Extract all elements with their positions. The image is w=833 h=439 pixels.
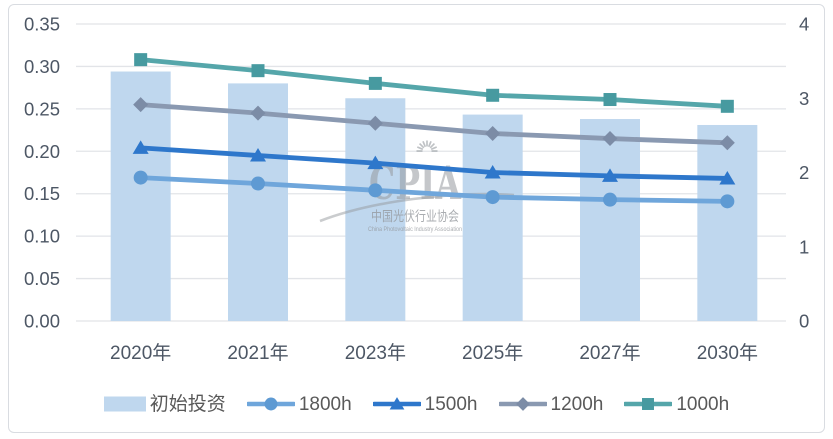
bar-2025年 bbox=[462, 114, 523, 322]
line-1200h bbox=[138, 102, 730, 146]
left-axis-tick: 0.30 bbox=[24, 56, 60, 77]
diamond-marker-1200h-2021年 bbox=[250, 105, 266, 121]
circle-marker-1800h-2021年 bbox=[251, 176, 265, 191]
bar-2021年 bbox=[228, 83, 288, 322]
legend-item-初始投资: 初始投资 bbox=[103, 393, 226, 415]
x-axis-label: 2023年 bbox=[345, 342, 406, 364]
right-axis-tick: 2 bbox=[799, 162, 809, 183]
legend-label: 1000h bbox=[676, 393, 730, 415]
x-axis-label: 2021年 bbox=[227, 342, 288, 364]
diamond-marker-legend-1200h bbox=[515, 397, 530, 411]
square-marker-1000h-2020年 bbox=[134, 53, 148, 67]
triangle-legend-icon bbox=[372, 397, 421, 410]
square-legend-icon bbox=[624, 398, 673, 410]
left-axis-tick: 0.35 bbox=[24, 14, 60, 35]
x-axis-label: 2030年 bbox=[697, 342, 758, 364]
triangle-marker-legend-1500h bbox=[389, 397, 405, 410]
x-axis-label: 2027年 bbox=[579, 342, 640, 364]
sun-rays-icon bbox=[429, 142, 436, 149]
right-axis-tick: 1 bbox=[799, 236, 809, 257]
legend-item-1000h: 1000h bbox=[624, 395, 729, 414]
bar-swatch-icon bbox=[103, 396, 146, 412]
circle-legend-icon bbox=[246, 397, 295, 411]
triangle-marker-1500h-2027年 bbox=[602, 168, 618, 182]
left-axis-tick: 0.00 bbox=[24, 311, 60, 332]
triangle-marker-1500h-2025年 bbox=[484, 165, 501, 179]
diamond-marker-1200h-2025年 bbox=[485, 125, 501, 141]
right-axis-tick: 0 bbox=[799, 311, 809, 332]
left-axis-tick: 0.15 bbox=[24, 183, 60, 204]
sun-rays-icon bbox=[418, 142, 425, 149]
line-1000h bbox=[138, 57, 730, 109]
left-axis-tick: 0.10 bbox=[24, 226, 60, 247]
legend-label: 1800h bbox=[298, 393, 352, 415]
circle-marker-legend-1800h bbox=[264, 397, 278, 411]
triangle-marker-1500h-2020年 bbox=[132, 140, 149, 154]
square-marker-1000h-2021年 bbox=[251, 64, 265, 78]
bar-2027年 bbox=[580, 119, 640, 321]
circle-marker-1800h-2023年 bbox=[368, 183, 383, 198]
legend-item-1500h: 1500h bbox=[372, 393, 478, 415]
watermark-cn-name: 中国光伏行业协会 bbox=[371, 209, 459, 224]
legend-item-1800h: 1800h bbox=[246, 393, 352, 415]
sun-rays-icon bbox=[427, 140, 432, 148]
diamond-marker-1200h-2027年 bbox=[602, 131, 618, 147]
diamond-legend-icon bbox=[498, 397, 547, 411]
square-marker-legend-1000h bbox=[642, 398, 655, 410]
left-axis-tick: 0.20 bbox=[24, 141, 60, 162]
triangle-marker-1500h-2023年 bbox=[367, 155, 384, 170]
square-marker-1000h-2030年 bbox=[720, 99, 734, 113]
chart-legend: 初始投资 1800h 1500h 1200h 1000h bbox=[0, 388, 833, 420]
watermark-en-name: China Photovoltaic Industry Association bbox=[368, 226, 462, 233]
circle-marker-1800h-2030年 bbox=[720, 194, 735, 209]
left-axis-tick: 0.25 bbox=[24, 98, 60, 119]
square-marker-1000h-2025年 bbox=[486, 88, 500, 102]
sun-rays-icon bbox=[416, 146, 424, 151]
bar-2030年 bbox=[697, 124, 758, 321]
diamond-marker-1200h-2030年 bbox=[719, 135, 735, 151]
square-marker-1000h-2023年 bbox=[368, 76, 382, 90]
legend-item-1200h: 1200h bbox=[498, 393, 604, 415]
triangle-marker-1500h-2030年 bbox=[719, 170, 736, 185]
sun-rays-icon bbox=[422, 140, 427, 148]
x-axis-label: 2020年 bbox=[110, 342, 171, 364]
line-1500h bbox=[138, 145, 730, 181]
bar-2020年 bbox=[110, 71, 171, 322]
left-axis-tick: 0.05 bbox=[24, 268, 60, 289]
right-axis-tick: 3 bbox=[799, 88, 809, 109]
circle-marker-1800h-2020年 bbox=[133, 170, 148, 185]
legend-label: 初始投资 bbox=[149, 393, 226, 415]
sun-rays-icon bbox=[430, 146, 438, 151]
circle-marker-1800h-2025年 bbox=[485, 190, 500, 205]
right-axis-tick: 4 bbox=[799, 14, 809, 35]
line-1800h bbox=[138, 175, 730, 204]
square-marker-1000h-2027年 bbox=[603, 93, 617, 107]
legend-label: 1200h bbox=[550, 393, 604, 415]
x-axis-label: 2025年 bbox=[462, 342, 523, 364]
triangle-marker-1500h-2021年 bbox=[250, 148, 266, 162]
legend-label: 1500h bbox=[424, 393, 478, 415]
diamond-marker-1200h-2023年 bbox=[367, 115, 383, 131]
circle-marker-1800h-2027年 bbox=[603, 192, 617, 207]
